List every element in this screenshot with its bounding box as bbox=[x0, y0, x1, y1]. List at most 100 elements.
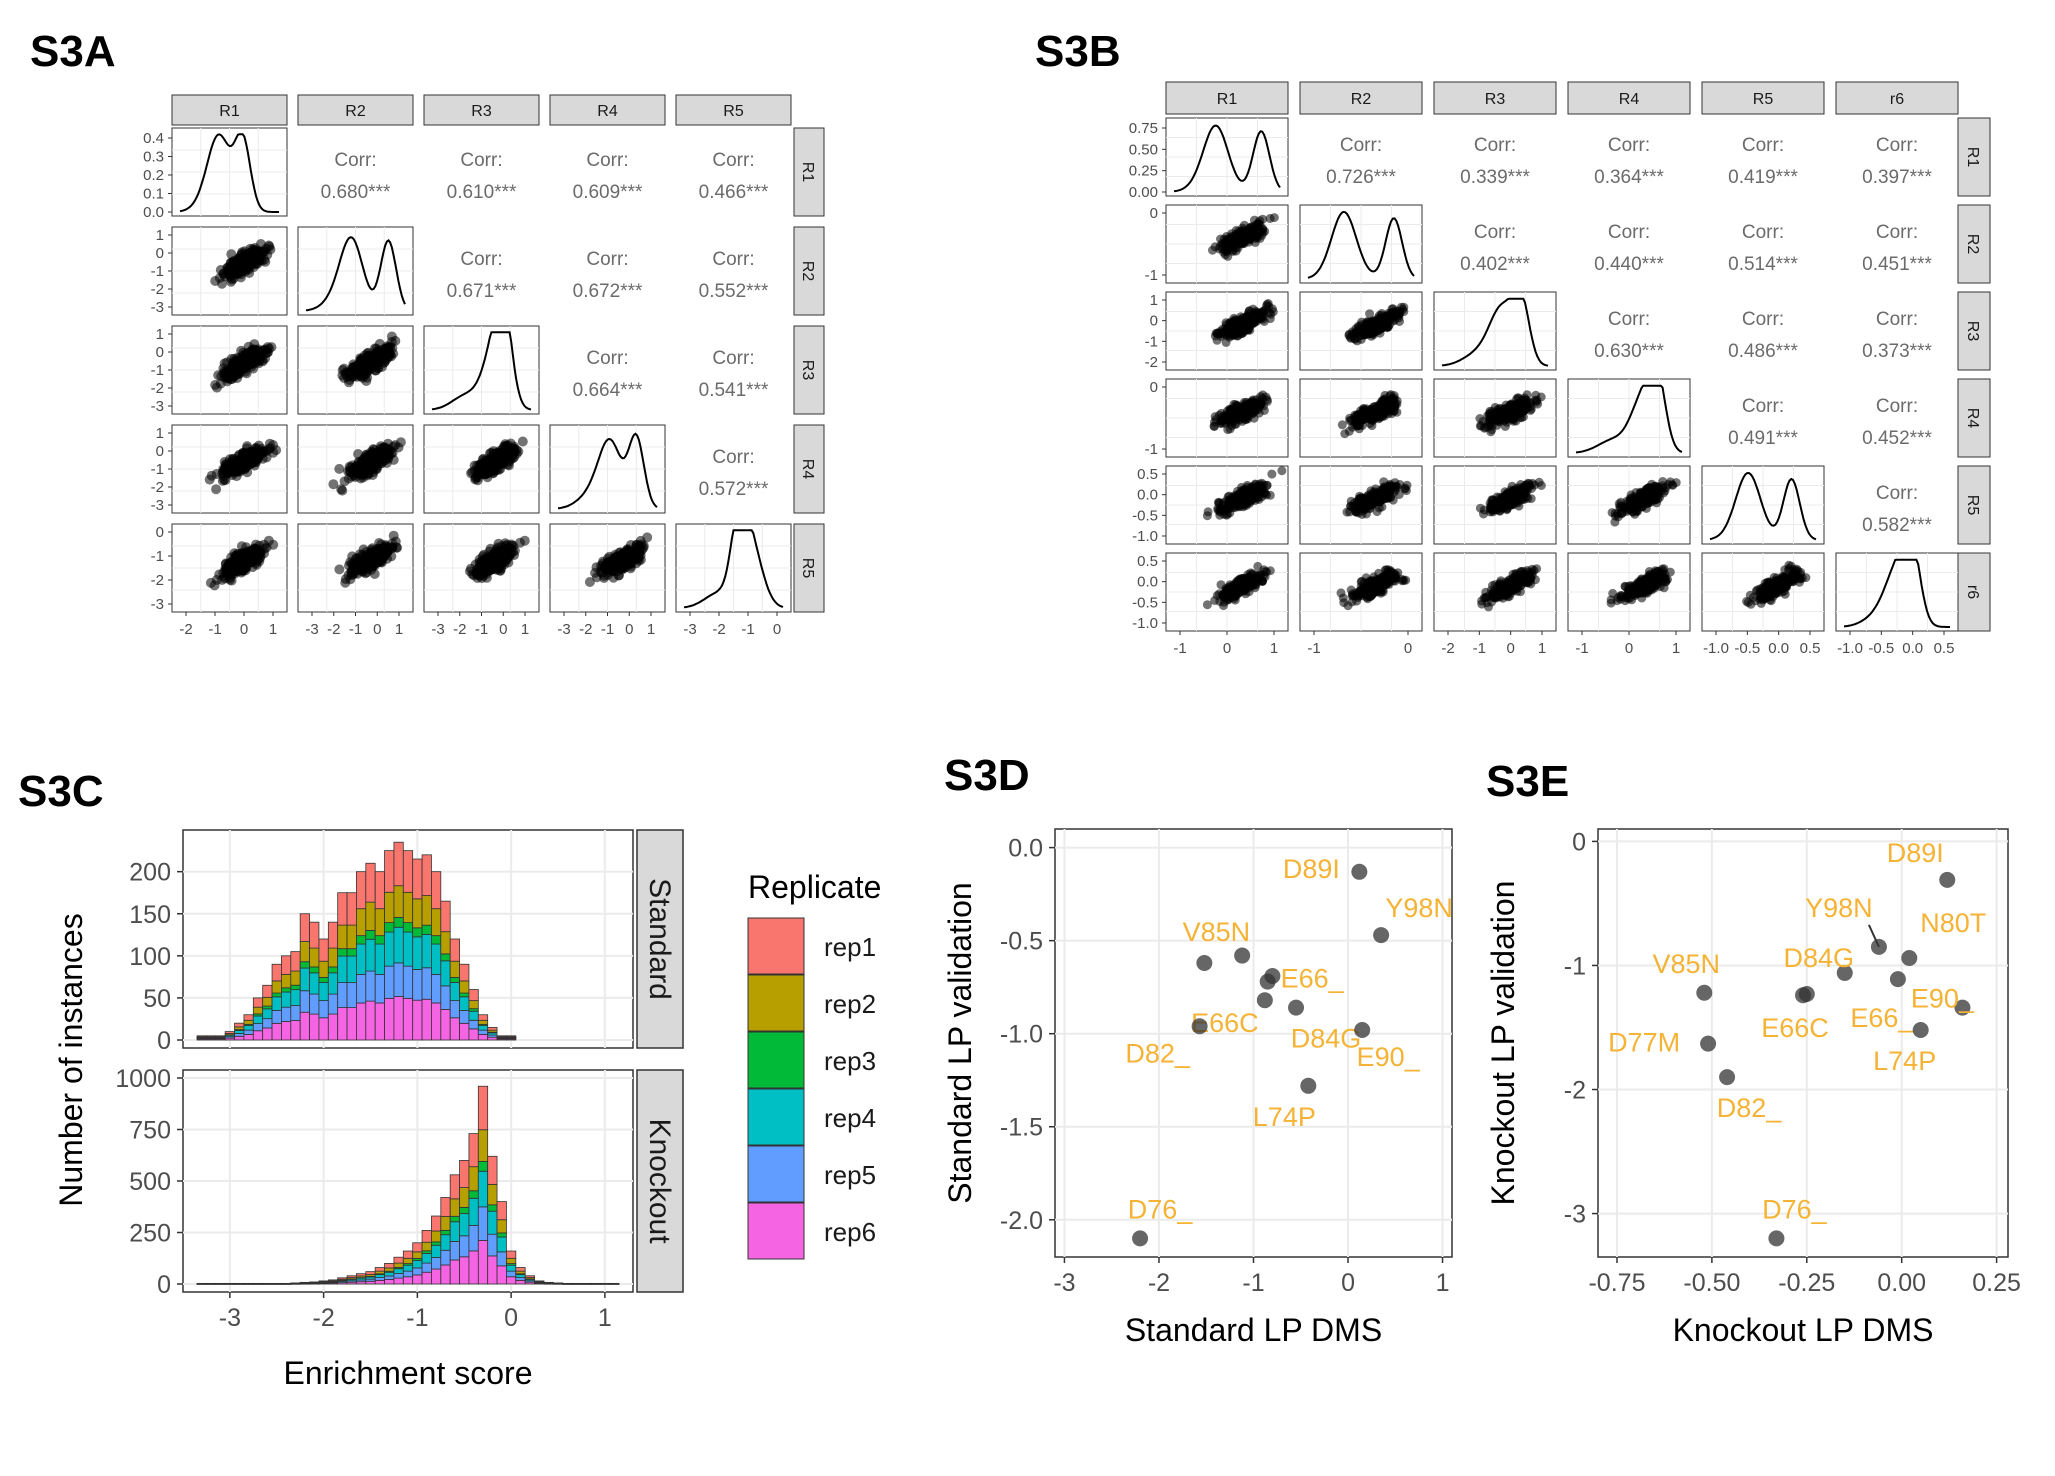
scatter-point bbox=[1208, 245, 1217, 255]
scatter-point bbox=[224, 567, 235, 578]
scatter-point bbox=[337, 485, 348, 496]
scatter-point bbox=[1671, 478, 1681, 488]
row-strip-label: R2 bbox=[1964, 234, 1981, 255]
corr-label: Corr: bbox=[1742, 135, 1784, 156]
scatter-point bbox=[204, 474, 215, 485]
scatter-point bbox=[390, 335, 401, 346]
corr-label: Corr: bbox=[1608, 135, 1650, 156]
scatter-point bbox=[238, 354, 249, 365]
scatter-point bbox=[1650, 494, 1660, 503]
row-strip-label: R4 bbox=[799, 459, 816, 480]
scatter-point bbox=[1265, 214, 1275, 223]
scatter-point bbox=[1265, 314, 1275, 324]
x-tick-label: 0 bbox=[240, 621, 248, 638]
panel-label-s3a: S3A bbox=[30, 27, 116, 76]
corr-label: Corr: bbox=[1742, 309, 1784, 330]
x-tick-label: 0 bbox=[625, 621, 633, 638]
corr-value: 0.609*** bbox=[573, 182, 643, 203]
y-tick-label: 0.3 bbox=[143, 149, 164, 166]
corr-value: 0.672*** bbox=[573, 281, 643, 302]
scatter-point bbox=[494, 448, 505, 458]
scatter-point bbox=[1365, 309, 1375, 319]
scatter-point bbox=[367, 455, 378, 466]
scatter-point bbox=[337, 370, 348, 381]
scatter-point bbox=[356, 462, 367, 473]
x-tick-label: 0 bbox=[499, 621, 507, 638]
row-strip-label: R4 bbox=[1964, 408, 1981, 429]
corr-value: 0.582*** bbox=[1862, 515, 1932, 536]
scatter-point bbox=[240, 565, 251, 576]
scatter-point bbox=[1263, 396, 1272, 406]
column-strip-label: r6 bbox=[1890, 91, 1904, 108]
scatter-point bbox=[1508, 408, 1517, 418]
scatter-point bbox=[1232, 402, 1242, 411]
scatter-point bbox=[509, 441, 519, 452]
scatter-point bbox=[369, 569, 380, 579]
y-tick-label: -1 bbox=[151, 362, 164, 379]
scatter-point bbox=[260, 353, 270, 364]
scatter-point bbox=[1230, 493, 1240, 503]
y-tick-label: 0 bbox=[156, 443, 164, 460]
scatter-point bbox=[246, 250, 257, 261]
column-strip-label: R4 bbox=[1619, 91, 1640, 108]
scatter-point bbox=[1267, 469, 1277, 479]
scatter-point bbox=[1262, 301, 1272, 311]
scatter-point bbox=[1366, 413, 1376, 423]
scatter-point bbox=[1222, 414, 1232, 423]
x-tick-label: 0 bbox=[773, 621, 781, 638]
scatter-point bbox=[1371, 318, 1381, 328]
corr-value: 0.451*** bbox=[1862, 254, 1932, 275]
scatter-point bbox=[219, 372, 230, 383]
scatter-point bbox=[229, 460, 240, 471]
corr-value: 0.440*** bbox=[1594, 254, 1664, 275]
corr-value: 0.397*** bbox=[1862, 167, 1932, 188]
scatter-point bbox=[1241, 402, 1251, 412]
y-tick-label: -2 bbox=[151, 380, 164, 397]
corr-label: Corr: bbox=[1742, 222, 1784, 243]
scatter-point bbox=[638, 540, 649, 551]
scatter-point bbox=[368, 558, 379, 569]
scatter-point bbox=[496, 558, 507, 569]
scatter-point bbox=[1357, 415, 1367, 425]
scatter-point bbox=[1377, 502, 1387, 512]
corr-label: Corr: bbox=[1474, 222, 1516, 243]
corr-label: Corr: bbox=[712, 348, 754, 369]
y-tick-label: -2 bbox=[151, 572, 164, 589]
scatter-point bbox=[373, 551, 384, 562]
scatter-point bbox=[260, 345, 271, 356]
scatter-point bbox=[1244, 306, 1254, 316]
scatter-point bbox=[242, 467, 253, 478]
column-strip-label: R2 bbox=[345, 103, 366, 120]
scatter-point bbox=[508, 541, 519, 551]
scatter-point bbox=[328, 479, 339, 490]
scatter-point bbox=[211, 574, 222, 585]
y-tick-label: -3 bbox=[151, 497, 164, 514]
scatter-point bbox=[1536, 481, 1546, 490]
corr-value: 0.402*** bbox=[1460, 254, 1530, 275]
corr-value: 0.726*** bbox=[1326, 167, 1396, 188]
y-tick-label: -2 bbox=[151, 479, 164, 496]
scatter-point bbox=[484, 448, 495, 459]
scatter-point bbox=[1340, 429, 1350, 439]
scatter-point bbox=[611, 556, 622, 567]
scatter-point bbox=[227, 470, 238, 481]
y-tick-label: -2 bbox=[151, 281, 164, 298]
row-strip-label: R5 bbox=[1964, 495, 1981, 516]
x-tick-label: -3 bbox=[305, 621, 318, 638]
corr-label: Corr: bbox=[1876, 483, 1918, 504]
scatter-point bbox=[1255, 216, 1265, 226]
scatter-point bbox=[1218, 324, 1228, 334]
y-tick-label: -1 bbox=[151, 461, 164, 478]
scatter-point bbox=[1607, 508, 1617, 518]
column-strip-label: R3 bbox=[1485, 91, 1506, 108]
scatter-point bbox=[352, 364, 363, 375]
row-strip-R2 bbox=[1957, 204, 1991, 284]
x-tick-label: -2 bbox=[327, 621, 340, 638]
column-strip-label: R2 bbox=[1351, 91, 1372, 108]
scatter-point bbox=[1532, 397, 1541, 407]
corr-value: 0.339*** bbox=[1460, 167, 1530, 188]
scatter-point bbox=[354, 559, 365, 570]
scatter-point bbox=[248, 553, 259, 564]
corr-value: 0.364*** bbox=[1594, 167, 1664, 188]
scatter-point bbox=[250, 545, 261, 556]
